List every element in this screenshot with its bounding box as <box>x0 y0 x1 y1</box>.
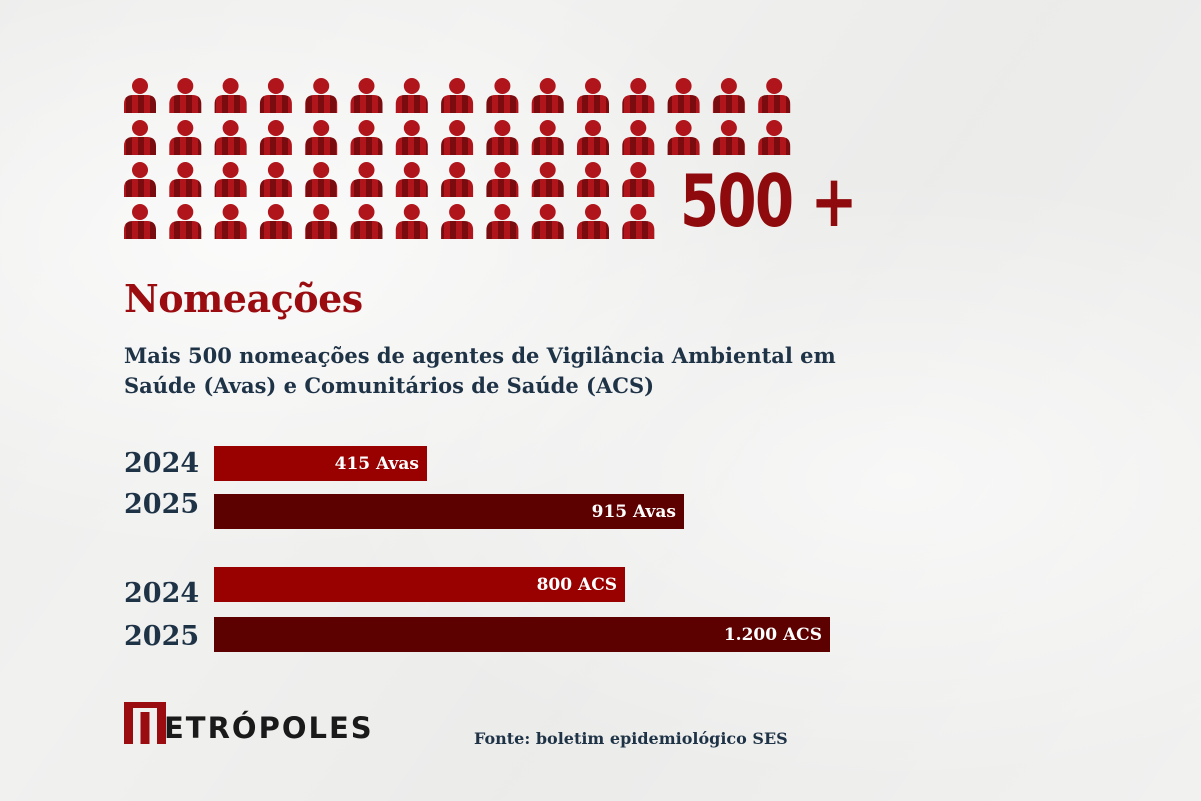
people-pictogram <box>124 78 791 239</box>
source-note: Fonte: boletim epidemiológico SES <box>474 729 788 748</box>
bar-label-acs-2025: 1.200 ACS <box>723 624 822 645</box>
row-label-acs-2025: 2025 <box>124 621 200 652</box>
person-icon <box>259 162 292 197</box>
bar-avas-2025: 915 Avas <box>214 494 684 529</box>
person-icon <box>712 120 745 155</box>
person-icon <box>577 204 609 239</box>
person-icon <box>214 162 247 197</box>
person-icon <box>395 162 428 197</box>
person-icon <box>350 162 383 197</box>
bar-label-avas-2024: 415 Avas <box>334 453 419 474</box>
person-icon <box>395 78 428 113</box>
person-icon <box>441 204 474 239</box>
person-icon <box>395 204 428 239</box>
row-label-avas-2024: 2024 <box>124 448 200 479</box>
person-icon <box>667 78 700 113</box>
person-icon <box>169 78 202 113</box>
person-icon <box>622 162 655 197</box>
person-icon <box>486 78 519 113</box>
person-icon <box>486 204 519 239</box>
person-icon <box>622 204 655 239</box>
person-icon <box>214 120 247 155</box>
logo-m-mark <box>124 702 166 744</box>
person-icon <box>169 120 202 155</box>
person-icon <box>531 162 564 197</box>
person-icon <box>305 120 338 155</box>
person-icon <box>486 162 519 197</box>
person-icon <box>758 120 791 155</box>
row-label-acs-2024: 2024 <box>124 578 200 609</box>
person-icon <box>395 120 428 155</box>
person-icon <box>667 120 700 155</box>
logo-text: ETRÓPOLES <box>164 711 374 745</box>
person-icon <box>531 120 564 155</box>
person-icon <box>712 78 745 113</box>
person-icon <box>441 120 474 155</box>
page-title: Nomeações <box>124 276 363 321</box>
big-number: 500 + <box>680 159 858 243</box>
person-icon <box>259 78 292 113</box>
subtitle: Mais 500 nomeações de agentes de Vigilân… <box>124 343 836 398</box>
person-icon <box>259 204 292 239</box>
person-icon <box>169 162 202 197</box>
bar-label-avas-2025: 915 Avas <box>591 501 676 522</box>
person-icon <box>169 204 202 239</box>
person-icon <box>531 204 564 239</box>
person-icon <box>577 120 609 155</box>
metropoles-logo: ETRÓPOLES <box>124 700 374 744</box>
person-icon <box>124 120 156 155</box>
person-icon <box>350 204 383 239</box>
person-icon <box>577 78 609 113</box>
person-icon <box>214 204 247 239</box>
person-icon <box>622 78 655 113</box>
row-label-avas-2025: 2025 <box>124 489 200 520</box>
person-icon <box>305 162 338 197</box>
person-icon <box>214 78 247 113</box>
person-icon <box>305 78 338 113</box>
person-icon <box>305 204 338 239</box>
person-icon <box>441 162 474 197</box>
person-icon <box>577 162 609 197</box>
person-icon <box>350 120 383 155</box>
person-icon <box>622 120 655 155</box>
person-icon <box>124 78 156 113</box>
person-icon <box>124 204 156 239</box>
bar-label-acs-2024: 800 ACS <box>536 574 617 595</box>
person-icon <box>441 78 474 113</box>
bar-acs-2025: 1.200 ACS <box>214 617 830 652</box>
bar-avas-2024: 415 Avas <box>214 446 427 481</box>
person-icon <box>124 162 156 197</box>
person-icon <box>259 120 292 155</box>
person-icon <box>486 120 519 155</box>
person-icon <box>531 78 564 113</box>
bar-acs-2024: 800 ACS <box>214 567 625 602</box>
person-icon <box>350 78 383 113</box>
person-icon <box>758 78 791 113</box>
